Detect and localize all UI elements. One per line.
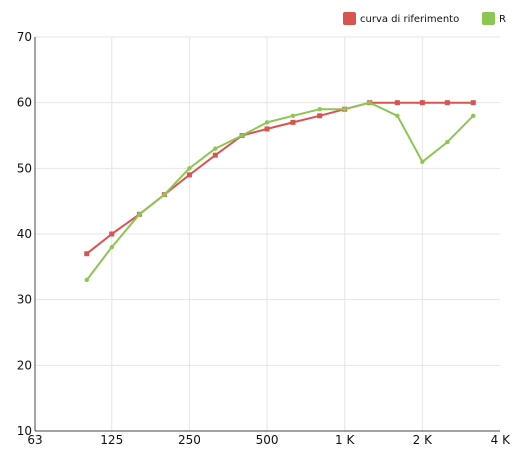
data-point	[264, 126, 270, 132]
x-tick-label: 63	[27, 433, 42, 447]
data-point	[239, 133, 245, 138]
y-tick-label: 30	[17, 293, 32, 307]
data-point	[290, 113, 296, 119]
legend-swatch	[343, 12, 356, 25]
data-point	[162, 192, 167, 197]
series-line	[86, 101, 474, 255]
data-point	[186, 172, 192, 178]
data-point	[445, 139, 450, 145]
y-tick-label: 10	[17, 424, 32, 438]
data-point	[444, 100, 450, 106]
series-0	[84, 100, 476, 257]
data-point	[317, 113, 323, 119]
legend-item: R	[482, 12, 506, 25]
y-tick-label: 70	[17, 30, 32, 44]
legend-label: curva di riferimento	[360, 14, 459, 25]
data-point	[213, 146, 218, 151]
x-tick-label: 125	[100, 433, 123, 447]
series-1	[84, 100, 476, 283]
data-point	[471, 113, 476, 119]
data-point	[212, 152, 218, 158]
x-tick-label: 250	[178, 433, 201, 447]
x-tick-label: 4 K	[491, 433, 511, 447]
data-point	[109, 244, 114, 250]
data-point	[470, 100, 476, 106]
y-tick-label: 50	[17, 161, 32, 175]
y-tick-label: 40	[17, 227, 32, 241]
data-point	[137, 212, 142, 217]
legend-swatch	[482, 12, 495, 25]
data-point	[420, 159, 425, 164]
series-line	[86, 101, 474, 281]
data-point	[187, 166, 192, 171]
x-tick-label: 1 K	[335, 433, 355, 447]
tick-labels: 10 20 30 40 50 60 70 63 125 250 500 1 K 2 K 4 K	[17, 30, 511, 447]
y-tick-label: 20	[17, 358, 32, 372]
x-tick-label: 500	[256, 433, 279, 447]
y-tick-label: 60	[17, 96, 32, 110]
data-point	[290, 119, 296, 125]
data-point	[264, 120, 270, 125]
data-point	[342, 107, 347, 112]
data-point	[367, 100, 372, 105]
legend-label: R	[499, 14, 506, 25]
data-point	[317, 107, 322, 112]
axes	[34, 37, 500, 432]
legend: curva di riferimento R	[343, 12, 506, 25]
data-point	[84, 277, 89, 283]
data-point	[395, 113, 400, 119]
legend-item: curva di riferimento	[343, 12, 459, 25]
data-point	[84, 251, 90, 257]
data-point	[419, 100, 425, 106]
data-point	[394, 100, 400, 106]
x-tick-label: 2 K	[413, 433, 433, 447]
grid	[35, 36, 500, 431]
series	[84, 100, 476, 283]
data-point	[109, 231, 115, 237]
